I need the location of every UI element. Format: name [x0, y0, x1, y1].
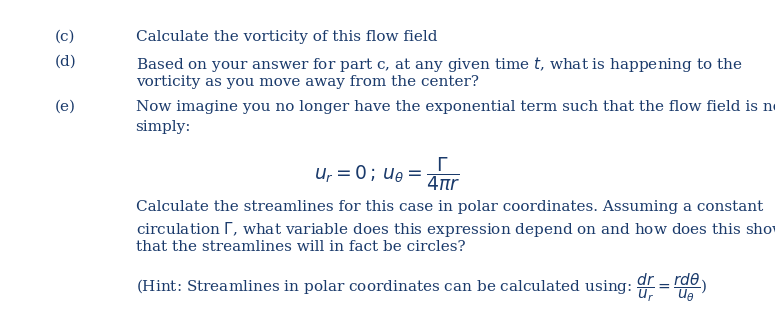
Text: (c): (c)	[54, 30, 74, 44]
Text: Calculate the vorticity of this flow field: Calculate the vorticity of this flow fie…	[136, 30, 437, 44]
Text: circulation $\Gamma$, what variable does this expression depend on and how does : circulation $\Gamma$, what variable does…	[136, 220, 775, 239]
Text: simply:: simply:	[136, 120, 191, 134]
Text: (d): (d)	[54, 55, 76, 69]
Text: Based on your answer for part c, at any given time $t$, what is happening to the: Based on your answer for part c, at any …	[136, 55, 742, 74]
Text: $u_r = 0\,;\,u_\theta = \dfrac{\Gamma}{4\pi r}$: $u_r = 0\,;\,u_\theta = \dfrac{\Gamma}{4…	[315, 155, 460, 193]
Text: (e): (e)	[54, 100, 75, 114]
Text: Now imagine you no longer have the exponential term such that the flow field is : Now imagine you no longer have the expon…	[136, 100, 775, 114]
Text: vorticity as you move away from the center?: vorticity as you move away from the cent…	[136, 75, 479, 89]
Text: Calculate the streamlines for this case in polar coordinates. Assuming a constan: Calculate the streamlines for this case …	[136, 200, 763, 214]
Text: (Hint: Streamlines in polar coordinates can be calculated using: $\dfrac{dr}{u_r: (Hint: Streamlines in polar coordinates …	[136, 272, 707, 304]
Text: that the streamlines will in fact be circles?: that the streamlines will in fact be cir…	[136, 240, 465, 254]
